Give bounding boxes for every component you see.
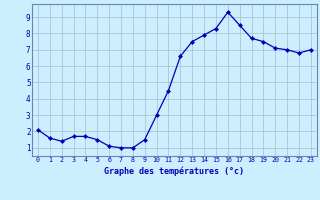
X-axis label: Graphe des températures (°c): Graphe des températures (°c) [104, 166, 244, 176]
